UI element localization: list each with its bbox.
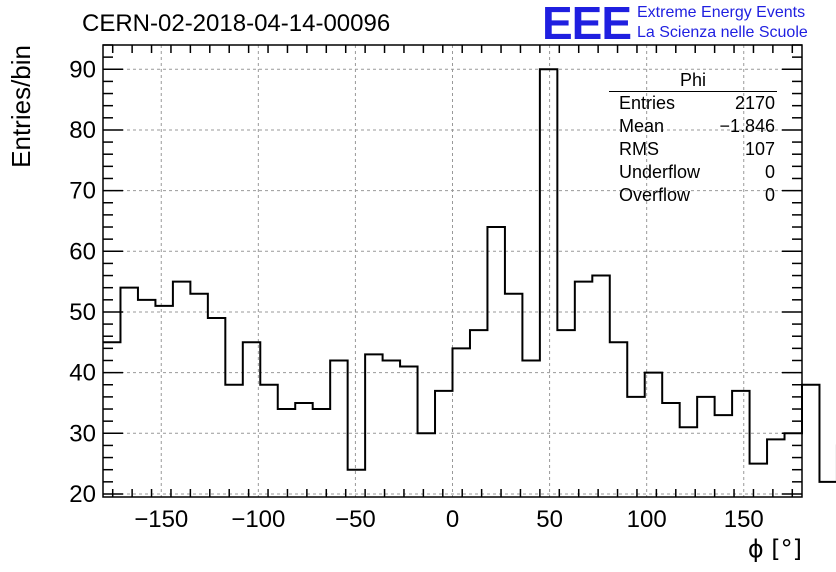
plot-frame [102,44,803,498]
y-tick-label: 80 [69,117,96,144]
stats-box: Phi Entries 2170 Mean −1.846 RMS 107 Underf… [609,69,777,207]
y-tick-label: 30 [69,420,96,447]
stats-row-underflow: Underflow 0 [609,161,777,184]
x-tick-label: 100 [627,506,667,533]
stats-value: −1.846 [719,116,775,136]
stats-label: Mean [619,116,665,136]
x-tick-label: 50 [536,506,563,533]
x-axis-label: ϕ [°] [748,535,802,563]
stats-value: 107 [744,139,775,159]
x-tick-label: −50 [335,506,376,533]
stats-label: Underflow [619,162,701,182]
x-tick-label: −100 [231,506,285,533]
x-tick-label: 0 [446,506,459,533]
y-tick-label: 70 [69,178,96,205]
y-tick-label: 20 [69,481,96,508]
y-tick-label: 50 [69,299,96,326]
stats-box-title: Phi [609,69,777,92]
axis-ticks [103,44,802,497]
stats-label: Entries [619,93,676,113]
stats-value: 2170 [734,93,775,113]
stats-value: 0 [764,185,775,205]
y-tick-label: 40 [69,360,96,387]
y-tick-label: 60 [69,238,96,265]
histogram-outline [103,68,836,483]
logo-line-1: Extreme Energy Events [637,4,806,21]
tick-labels: −150 −100 −50 0 50 100 150 20 30 40 50 60 70 80 90 [69,56,763,533]
logo-line-2: La Scienza nelle Scuole [637,24,808,41]
stats-label: RMS [619,139,659,159]
eee-logo: EEE [542,0,632,49]
stats-value: 0 [764,162,775,182]
x-tick-label: −150 [134,506,188,533]
stats-row-overflow: Overflow 0 [609,184,777,207]
y-axis-label: Entries/bin [6,45,36,168]
stats-row-entries: Entries 2170 [609,92,777,115]
y-tick-label: 90 [69,56,96,83]
chart-title: CERN-02-2018-04-14-00096 [82,10,391,37]
stats-row-rms: RMS 107 [609,138,777,161]
stats-label: Overflow [619,185,691,205]
stats-row-mean: Mean −1.846 [609,115,777,138]
x-tick-label: 150 [724,506,764,533]
